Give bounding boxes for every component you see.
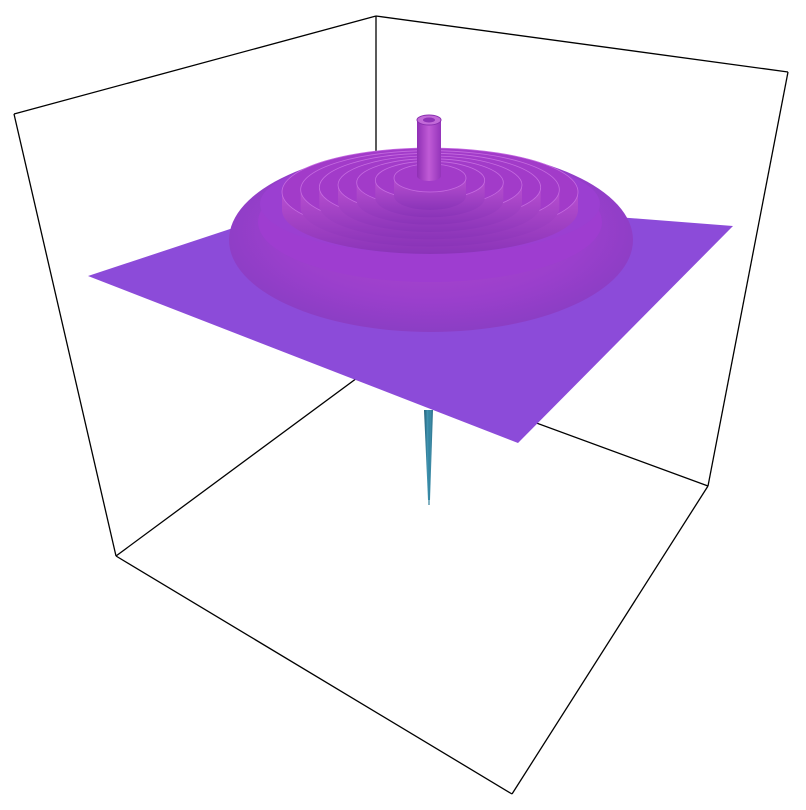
box-edge-bottom-left: [115, 555, 513, 795]
box-edge-back-left: [115, 363, 377, 557]
downward-spike: [424, 410, 433, 505]
axes-box-front: [13, 15, 789, 795]
peak-column: [417, 120, 441, 181]
central-peak: [416, 114, 442, 181]
peak-hole: [423, 117, 435, 123]
box-edge-top-right: [375, 15, 789, 73]
box-edge-bottom-right: [511, 485, 709, 795]
surface-terraces: [229, 147, 633, 332]
box-edge-top-left: [13, 15, 377, 115]
box-edge-left: [13, 113, 117, 557]
box-edge-right: [707, 71, 789, 487]
